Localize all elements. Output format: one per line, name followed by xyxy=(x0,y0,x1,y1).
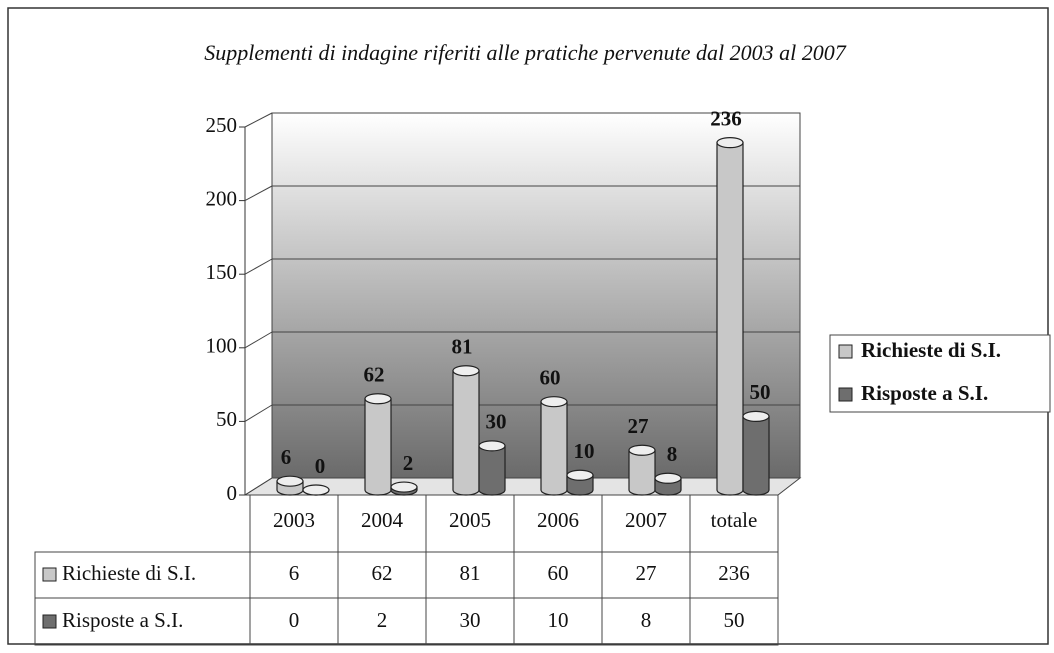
x-tick-label: 2004 xyxy=(361,508,404,532)
chart-title: Supplementi di indagine riferiti alle pr… xyxy=(204,40,847,65)
data-label: 30 xyxy=(486,410,507,434)
bar-top xyxy=(364,393,392,405)
legend-label: Risposte a S.I. xyxy=(861,381,988,405)
bar xyxy=(364,398,392,496)
y-tick-label: 50 xyxy=(216,407,237,431)
bar-top xyxy=(566,469,594,481)
data-label: 236 xyxy=(710,106,742,130)
bar-top xyxy=(654,472,682,484)
table-cell: 6 xyxy=(289,561,300,585)
table-cell: 10 xyxy=(548,608,569,632)
back-wall xyxy=(271,112,801,479)
y-tick-label: 0 xyxy=(227,481,238,505)
table-cell: 30 xyxy=(460,608,481,632)
grid-line xyxy=(244,112,273,128)
grid-line xyxy=(244,258,273,275)
data-label: 27 xyxy=(628,414,649,438)
table-cell: 81 xyxy=(460,561,481,585)
bar-top xyxy=(302,484,330,496)
x-tick-label: 2007 xyxy=(625,508,667,532)
y-tick-label: 150 xyxy=(206,260,238,284)
data-label: 0 xyxy=(315,454,326,478)
legend xyxy=(829,334,1051,413)
data-label: 2 xyxy=(403,451,414,475)
x-tick-label: 2005 xyxy=(449,508,491,532)
y-tick-label: 250 xyxy=(206,113,238,137)
grid-line xyxy=(244,404,273,422)
data-label: 8 xyxy=(667,442,678,466)
table-cell: 2 xyxy=(377,608,388,632)
bar xyxy=(742,415,770,496)
table-cell: 50 xyxy=(724,608,745,632)
table-cell: 62 xyxy=(372,561,393,585)
table-row-label: Risposte a S.I. xyxy=(62,608,183,632)
data-label: 60 xyxy=(540,365,561,389)
table-swatch xyxy=(42,567,57,582)
y-tick-label: 100 xyxy=(206,334,238,358)
table-cell: 27 xyxy=(636,561,657,585)
bar-top xyxy=(452,365,480,377)
bar xyxy=(478,445,506,496)
table-swatch xyxy=(42,614,57,629)
grid-line xyxy=(244,477,273,496)
bar xyxy=(628,449,656,496)
x-tick-label: totale xyxy=(711,508,758,532)
x-tick-label: 2003 xyxy=(273,508,315,532)
data-label: 50 xyxy=(750,380,771,404)
bar-top xyxy=(276,475,304,487)
x-tick-label: 2006 xyxy=(537,508,579,532)
table-row-label: Richieste di S.I. xyxy=(62,561,196,585)
bar xyxy=(716,142,744,496)
bar-top xyxy=(478,440,506,452)
data-label: 62 xyxy=(364,363,385,387)
legend-label: Richieste di S.I. xyxy=(861,338,1001,362)
bar-top xyxy=(540,396,568,408)
table-cell: 8 xyxy=(641,608,652,632)
legend-swatch xyxy=(838,344,853,359)
data-label: 6 xyxy=(281,445,292,469)
bar xyxy=(452,370,480,496)
bar-top xyxy=(742,410,770,422)
data-label: 10 xyxy=(574,439,595,463)
table-cell: 0 xyxy=(289,608,300,632)
table-cell: 236 xyxy=(718,561,750,585)
data-label: 81 xyxy=(452,335,473,359)
grid-line xyxy=(244,331,273,349)
y-tick-label: 200 xyxy=(206,186,238,210)
grid-line xyxy=(244,185,273,202)
table-cell: 60 xyxy=(548,561,569,585)
bar-top xyxy=(628,444,656,456)
bar-top xyxy=(716,137,744,149)
legend-swatch xyxy=(838,387,853,402)
bar xyxy=(540,401,568,496)
bar-top xyxy=(390,481,418,493)
